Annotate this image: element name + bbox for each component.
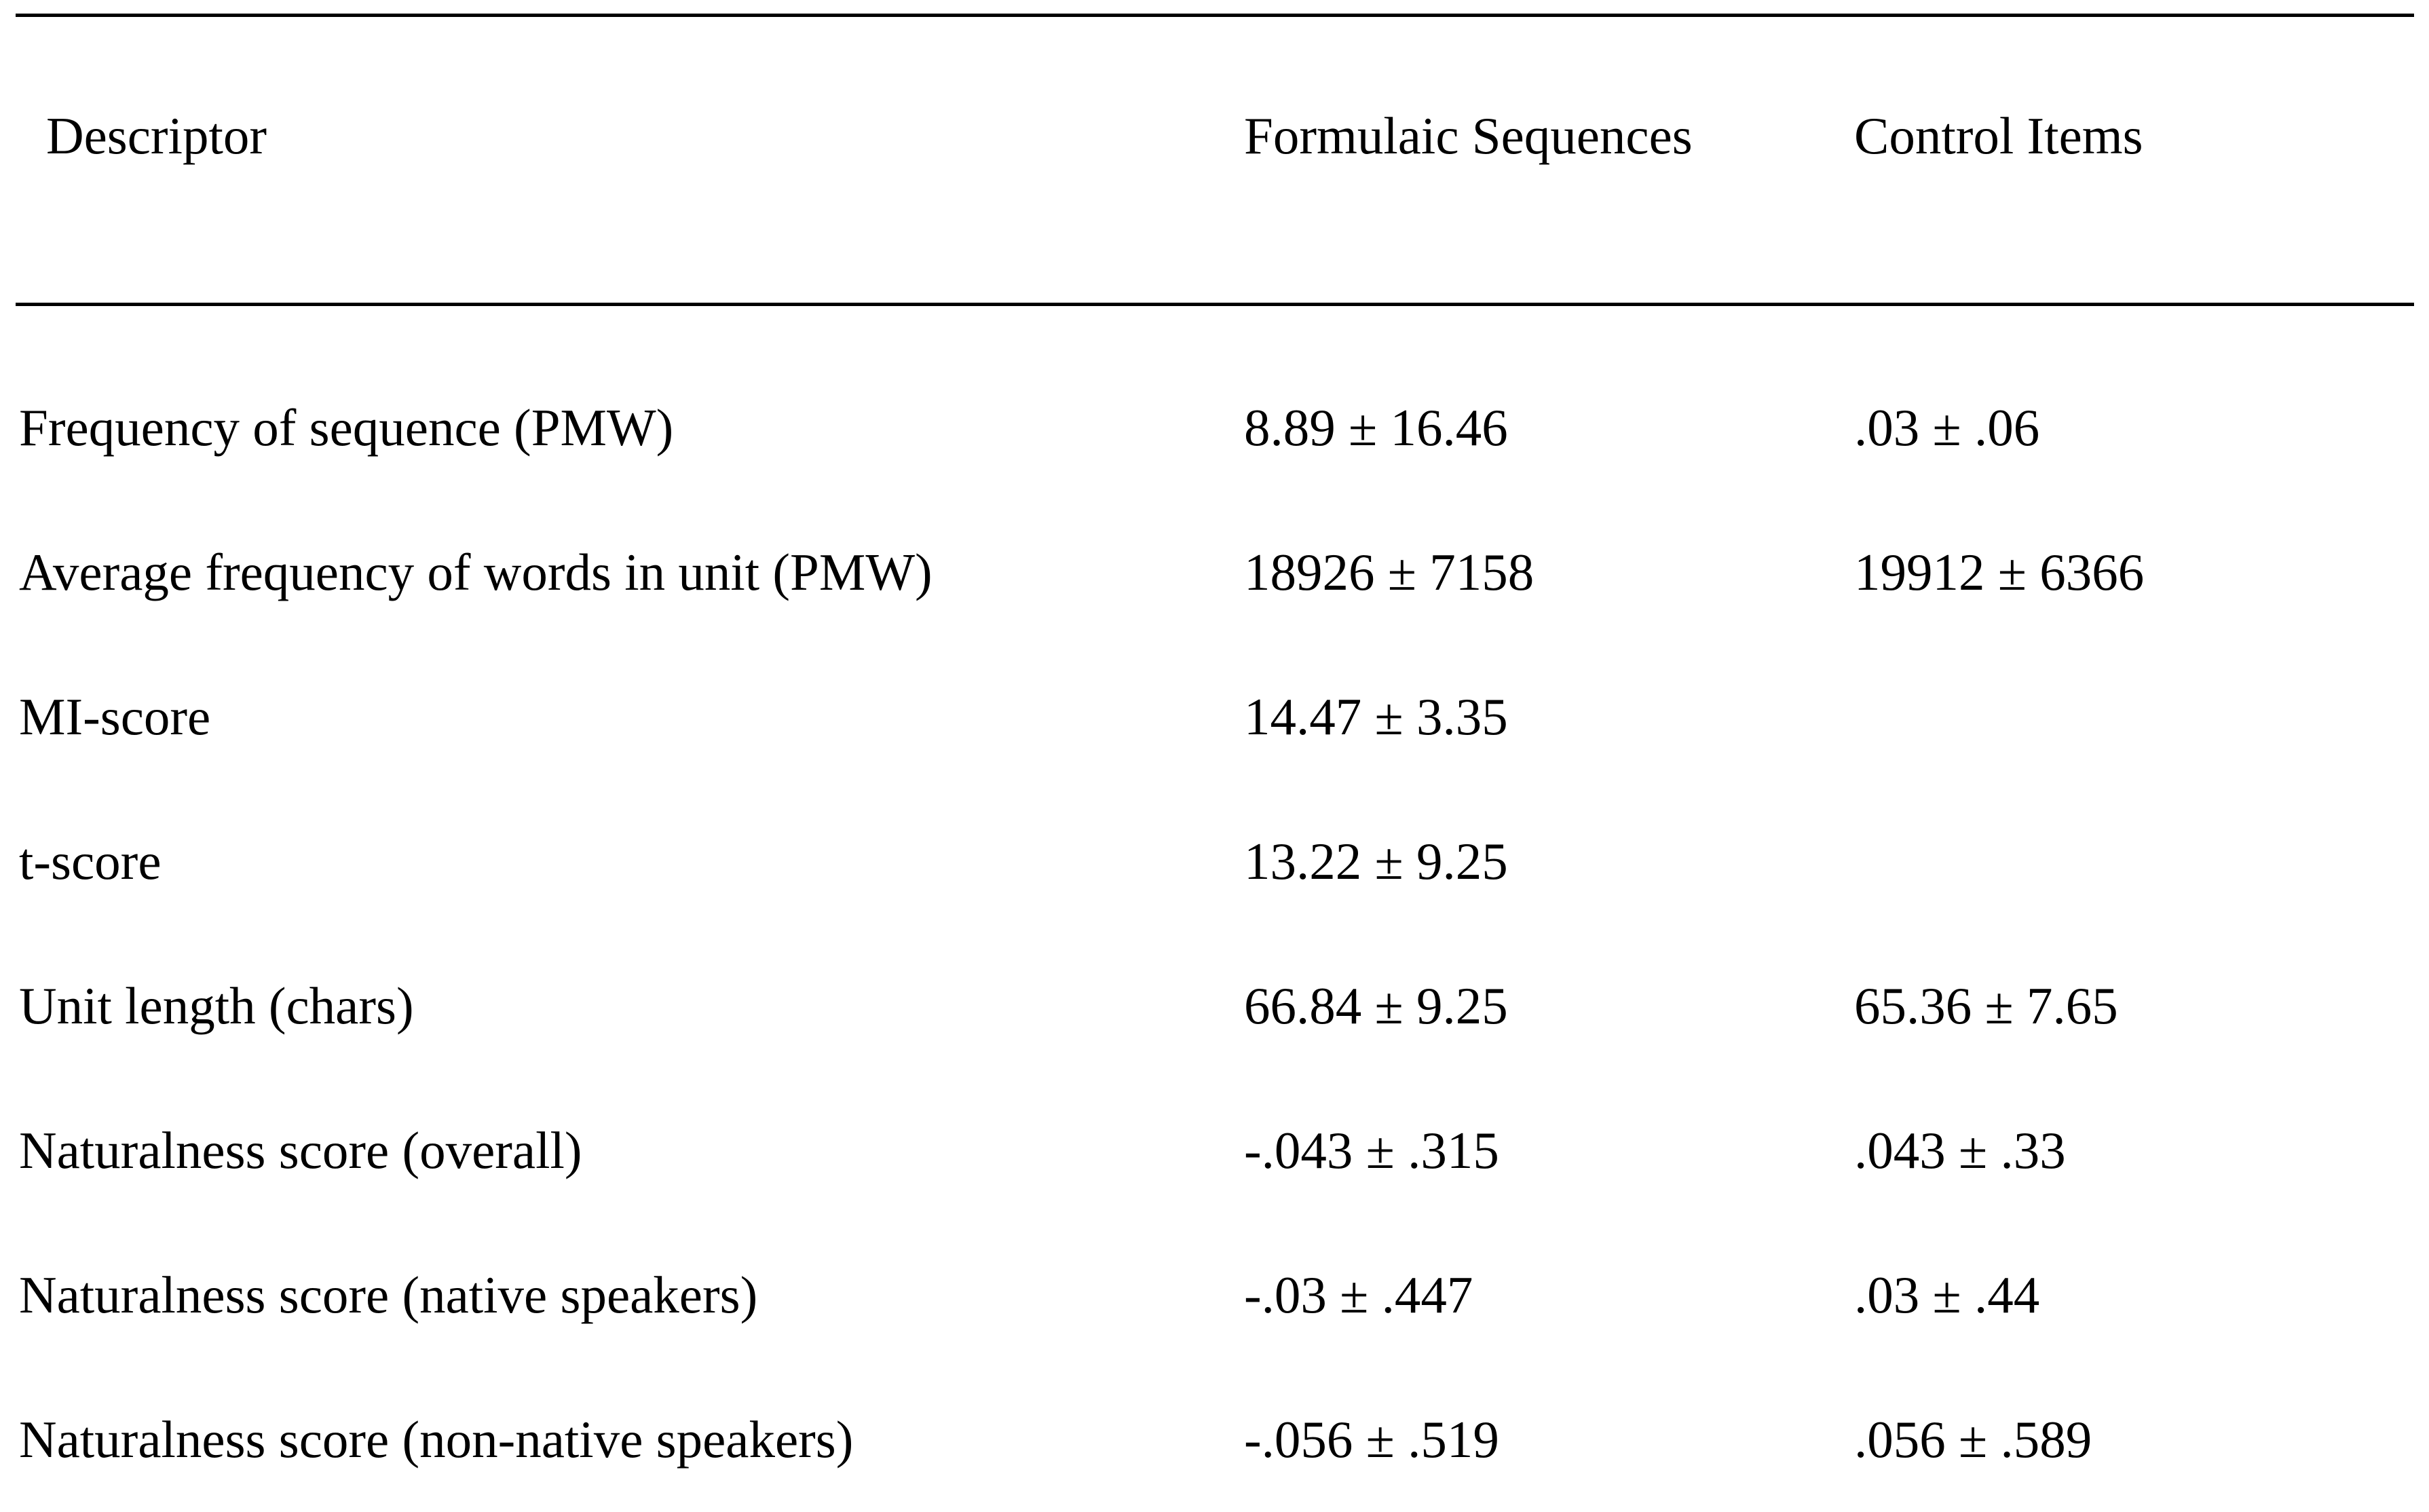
column-header-control-items: Control Items bbox=[1854, 106, 2143, 165]
table-row: t-score 13.22 ± 9.25 bbox=[0, 789, 2429, 934]
descriptor-cell: Naturalness score (overall) bbox=[19, 1121, 582, 1179]
table-row: Naturalness score (non-native speakers) … bbox=[0, 1367, 2429, 1512]
control-items-cell: .03 ± .44 bbox=[1854, 1266, 2040, 1324]
table-row: Unit length (chars) 66.84 ± 9.25 65.36 ±… bbox=[0, 934, 2429, 1078]
control-items-cell: .03 ± .06 bbox=[1854, 398, 2040, 457]
descriptor-cell: Frequency of sequence (PMW) bbox=[19, 398, 674, 457]
table-row: Average frequency of words in unit (PMW)… bbox=[0, 500, 2429, 645]
table-header-separator bbox=[16, 303, 2414, 306]
control-items-cell: .056 ± .589 bbox=[1854, 1410, 2092, 1469]
formulaic-sequences-cell: 13.22 ± 9.25 bbox=[1244, 832, 1508, 890]
descriptor-cell: Average frequency of words in unit (PMW) bbox=[19, 543, 933, 601]
descriptor-cell: Naturalness score (non-native speakers) bbox=[19, 1410, 854, 1469]
column-header-descriptor: Descriptor bbox=[46, 106, 267, 165]
control-items-cell: .043 ± .33 bbox=[1854, 1121, 2066, 1179]
column-header-formulaic-sequences: Formulaic Sequences bbox=[1244, 106, 1693, 165]
table-row: Naturalness score (native speakers) -.03… bbox=[0, 1223, 2429, 1367]
control-items-cell: 19912 ± 6366 bbox=[1854, 543, 2145, 601]
formulaic-sequences-cell: 14.47 ± 3.35 bbox=[1244, 687, 1508, 746]
descriptor-cell: Unit length (chars) bbox=[19, 977, 414, 1035]
paper-table-page: Descriptor Formulaic Sequences Control I… bbox=[0, 14, 2429, 1469]
table-row: Naturalness score (overall) -.043 ± .315… bbox=[0, 1078, 2429, 1223]
descriptor-cell: t-score bbox=[19, 832, 162, 890]
control-items-cell: 65.36 ± 7.65 bbox=[1854, 977, 2118, 1035]
descriptor-cell: Naturalness score (native speakers) bbox=[19, 1266, 758, 1324]
table-body: Frequency of sequence (PMW) 8.89 ± 16.46… bbox=[0, 356, 2429, 1512]
formulaic-sequences-cell: -.056 ± .519 bbox=[1244, 1410, 1499, 1469]
formulaic-sequences-cell: -.043 ± .315 bbox=[1244, 1121, 1499, 1179]
formulaic-sequences-cell: 18926 ± 7158 bbox=[1244, 543, 1534, 601]
formulaic-sequences-cell: -.03 ± .447 bbox=[1244, 1266, 1473, 1324]
table-row: Frequency of sequence (PMW) 8.89 ± 16.46… bbox=[0, 356, 2429, 500]
table-header-row: Descriptor Formulaic Sequences Control I… bbox=[0, 64, 2429, 207]
formulaic-sequences-cell: 8.89 ± 16.46 bbox=[1244, 398, 1508, 457]
formulaic-sequences-cell: 66.84 ± 9.25 bbox=[1244, 977, 1508, 1035]
descriptor-cell: MI-score bbox=[19, 687, 211, 746]
table-row: MI-score 14.47 ± 3.35 bbox=[0, 645, 2429, 789]
table-top-border bbox=[16, 14, 2414, 17]
